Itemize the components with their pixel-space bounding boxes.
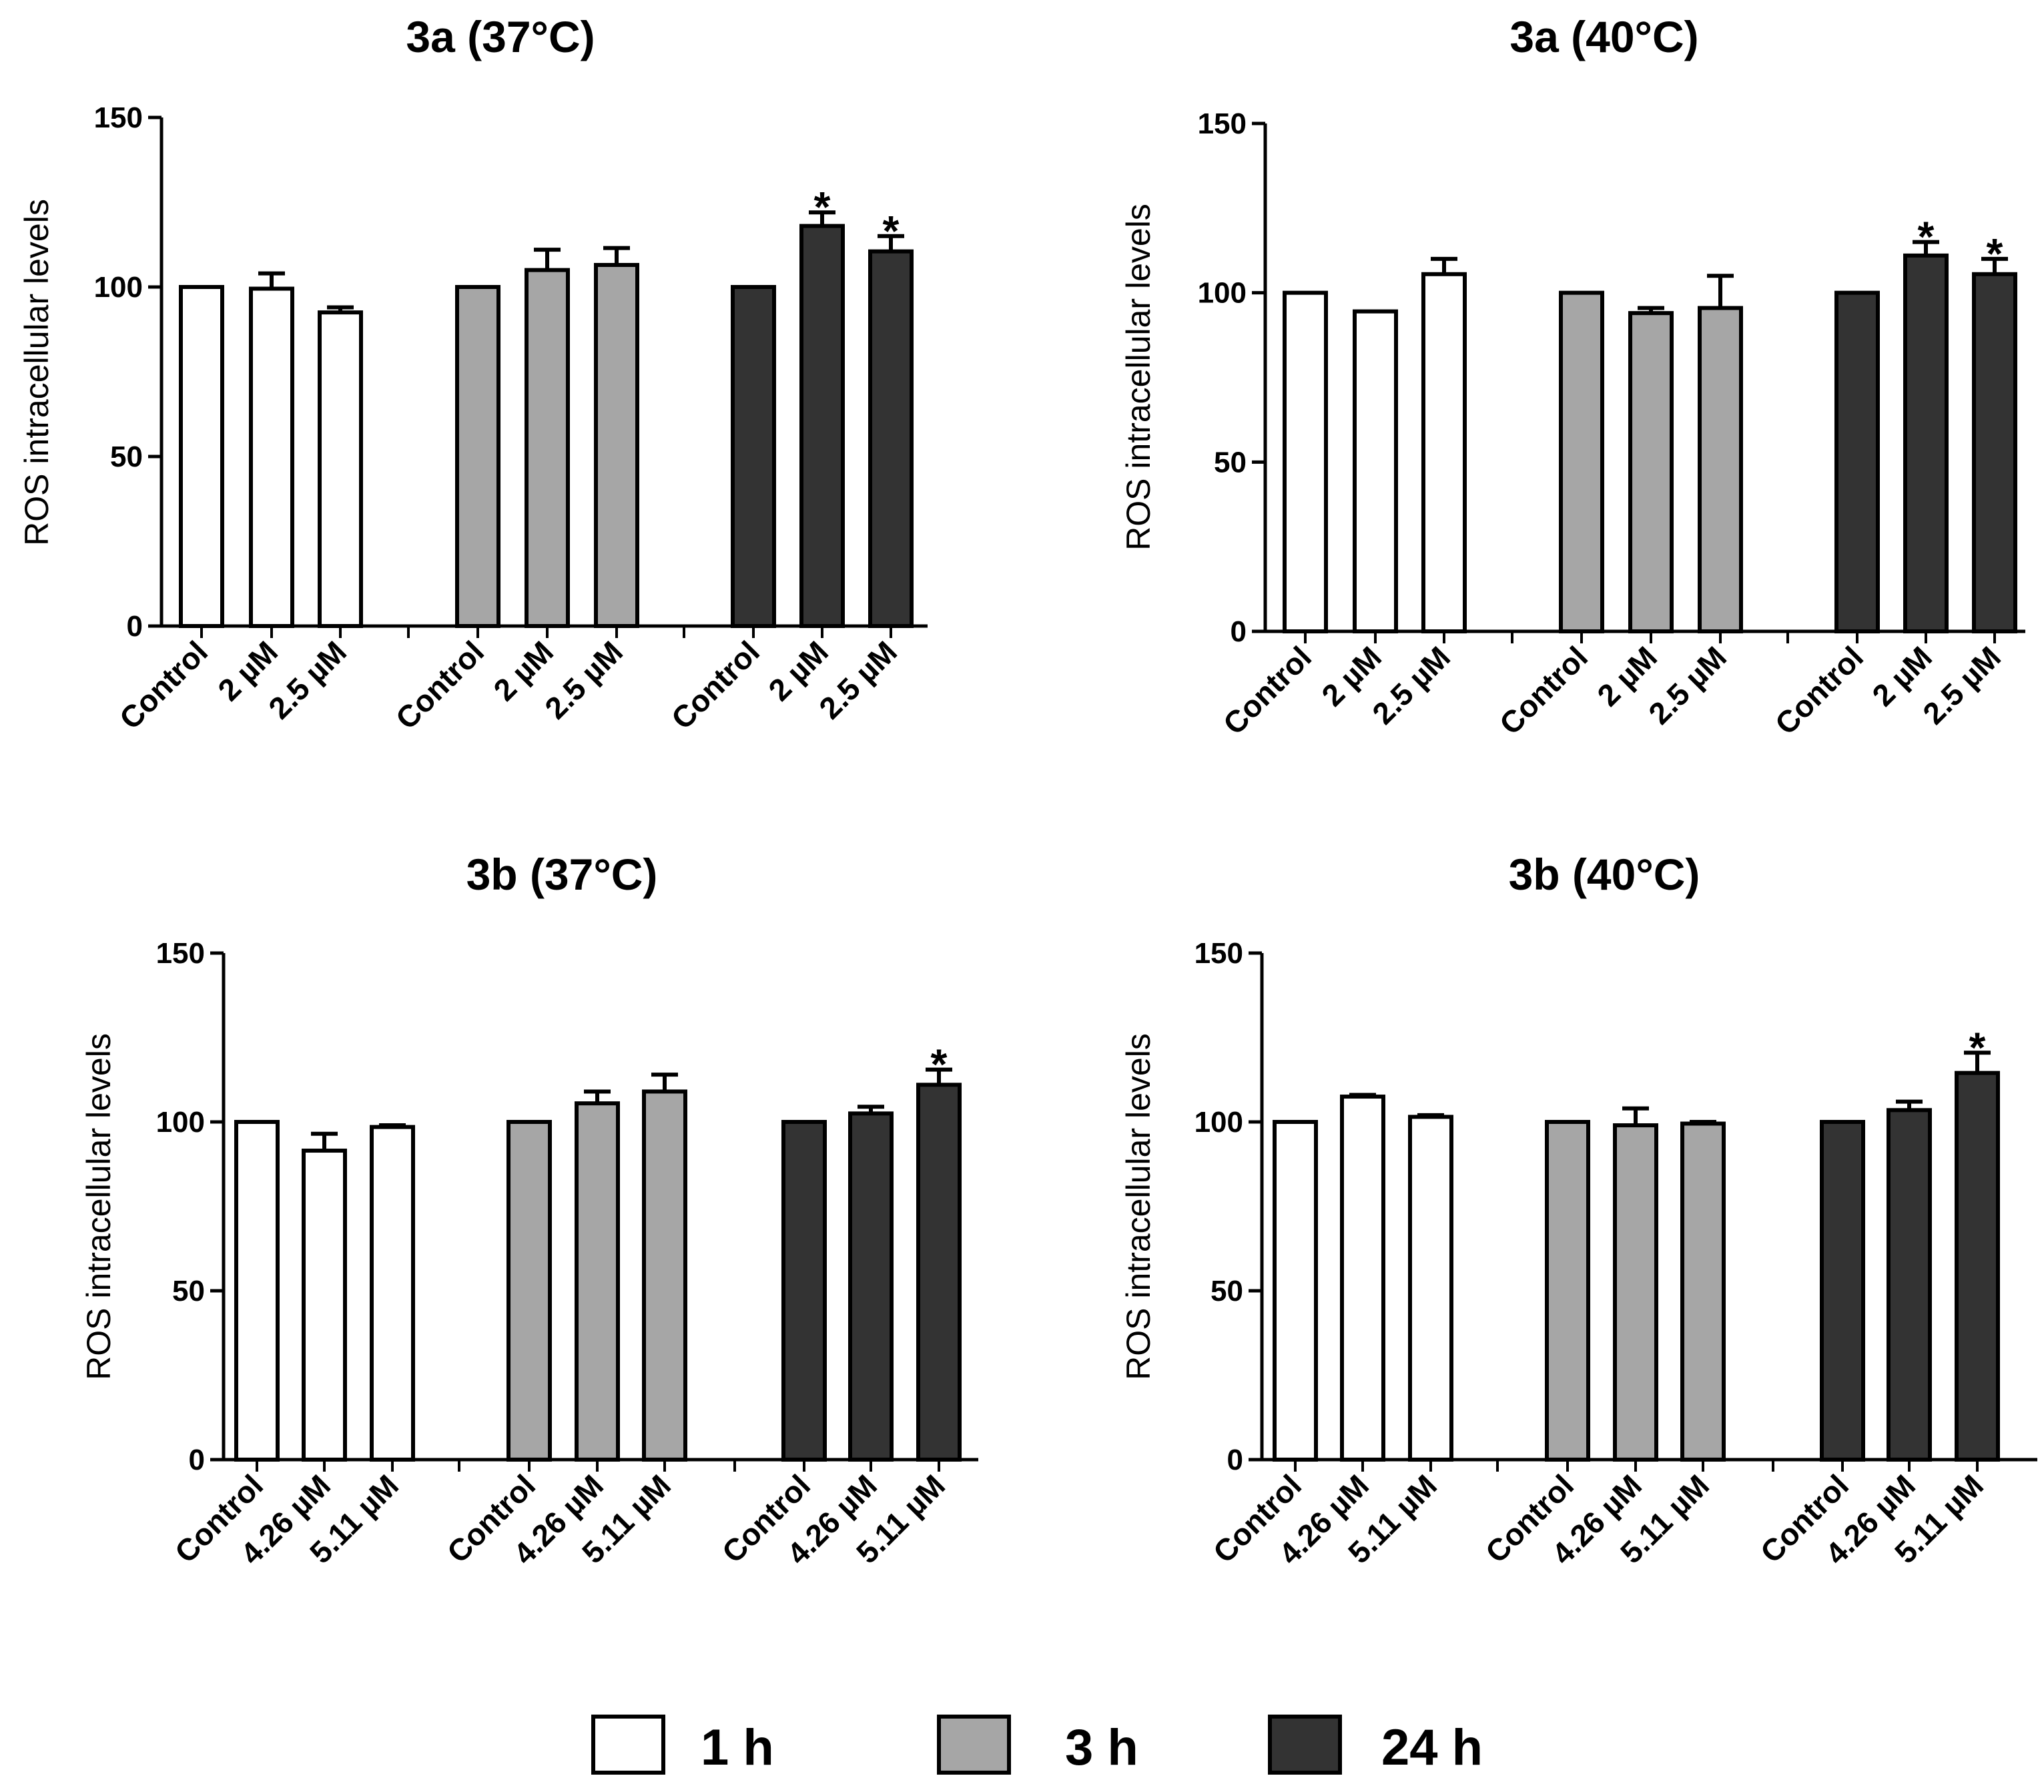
chart-panel-2: 3a (40°C) ROS intracellular levels 0 50 100 1… bbox=[1120, 12, 2025, 741]
legend-swatch-24h bbox=[1268, 1715, 1342, 1775]
y-tick-label: 100 bbox=[1195, 1106, 1243, 1139]
legend-swatch-3h bbox=[937, 1715, 1011, 1775]
legend-swatch-1h bbox=[591, 1715, 665, 1775]
bar bbox=[1698, 306, 1743, 633]
y-tick-label: 150 bbox=[1198, 107, 1247, 140]
y-tick-label: 100 bbox=[156, 1106, 205, 1139]
bar bbox=[1887, 1108, 1932, 1462]
y-tick-label: 50 bbox=[1211, 1275, 1243, 1307]
bar bbox=[642, 1089, 687, 1462]
x-tick-label: Control bbox=[1217, 639, 1318, 741]
x-tick-label: 2.5 µM bbox=[1365, 639, 1457, 731]
bar bbox=[1340, 1095, 1385, 1462]
bar bbox=[1545, 1120, 1590, 1462]
y-tick-label: 50 bbox=[172, 1275, 205, 1307]
y-tick-label: 0 bbox=[1231, 615, 1247, 648]
y-tick-label: 100 bbox=[1198, 277, 1247, 310]
x-tick-label: 2.5 µM bbox=[1916, 639, 2007, 731]
chart-panel-3: 3b (37°C) ROS intracellular levels 0 50 100 1… bbox=[80, 850, 978, 1571]
x-tick-label: 2.5 µM bbox=[262, 634, 353, 725]
x-tick-label: Control bbox=[113, 634, 214, 735]
bar bbox=[318, 310, 363, 628]
legend-label-24h: 24 h bbox=[1381, 1719, 1483, 1776]
legend-label-1h: 1 h bbox=[701, 1719, 774, 1776]
bar bbox=[575, 1101, 620, 1462]
y-tick-label: 50 bbox=[110, 440, 143, 473]
bar bbox=[455, 285, 500, 628]
chart-panel-1: 3a (37°C) ROS intracellular levels 0 50 100 1… bbox=[18, 12, 928, 736]
significance-marker: * bbox=[1987, 230, 2003, 278]
x-tick-label: 2.5 µM bbox=[812, 634, 904, 725]
bar bbox=[1421, 272, 1467, 634]
chart-title: 3a (40°C) bbox=[1509, 12, 1698, 61]
bar bbox=[1955, 1071, 2000, 1462]
significance-marker: * bbox=[931, 1040, 948, 1089]
bar bbox=[1408, 1115, 1453, 1462]
y-axis-label: ROS intracellular levels bbox=[18, 199, 55, 546]
bar bbox=[1903, 253, 1949, 633]
significance-marker: * bbox=[814, 183, 831, 231]
significance-marker: * bbox=[1918, 213, 1935, 261]
bar bbox=[868, 249, 914, 629]
bar bbox=[302, 1149, 347, 1462]
bar bbox=[249, 286, 294, 628]
bar bbox=[594, 262, 639, 629]
legend: 1 h 3 h 24 h bbox=[591, 1715, 1483, 1776]
bar bbox=[848, 1111, 894, 1462]
y-tick-label: 0 bbox=[189, 1444, 205, 1476]
chart-title: 3a (37°C) bbox=[406, 12, 595, 61]
bar bbox=[1972, 272, 2017, 634]
bar bbox=[1613, 1123, 1658, 1462]
bar bbox=[506, 1120, 552, 1462]
bar bbox=[234, 1120, 280, 1462]
bar bbox=[799, 224, 845, 628]
bar bbox=[1283, 290, 1328, 633]
y-axis-label: ROS intracellular levels bbox=[80, 1033, 117, 1380]
x-tick-label: Control bbox=[1493, 639, 1594, 741]
y-tick-label: 150 bbox=[156, 937, 205, 970]
bar bbox=[1273, 1120, 1318, 1462]
bar bbox=[1680, 1121, 1726, 1462]
y-tick-label: 50 bbox=[1214, 446, 1247, 479]
y-axis-label: ROS intracellular levels bbox=[1120, 204, 1157, 551]
bar bbox=[1820, 1120, 1865, 1462]
bar bbox=[1559, 290, 1604, 633]
significance-marker: * bbox=[883, 207, 900, 255]
chart-title: 3b (37°C) bbox=[466, 850, 658, 899]
y-tick-label: 100 bbox=[94, 271, 143, 304]
chart-panel-4: 3b (40°C) ROS intracellular levels 0 50 100 1… bbox=[1120, 850, 2037, 1571]
x-tick-label: Control bbox=[389, 634, 490, 735]
y-tick-label: 150 bbox=[94, 101, 143, 134]
y-tick-label: 0 bbox=[1227, 1444, 1243, 1476]
bar bbox=[731, 285, 776, 628]
bar bbox=[179, 285, 224, 628]
bar bbox=[916, 1083, 962, 1462]
x-tick-label: 2.5 µM bbox=[538, 634, 629, 725]
significance-marker: * bbox=[1969, 1023, 1986, 1071]
bar bbox=[781, 1120, 827, 1462]
y-axis-label: ROS intracellular levels bbox=[1120, 1033, 1157, 1380]
bar bbox=[1834, 290, 1880, 633]
bar bbox=[370, 1125, 415, 1462]
chart-title: 3b (40°C) bbox=[1509, 850, 1700, 899]
x-tick-label: Control bbox=[1768, 639, 1870, 741]
x-tick-label: 2.5 µM bbox=[1642, 639, 1733, 731]
bar bbox=[1353, 309, 1398, 633]
y-tick-label: 150 bbox=[1195, 937, 1243, 970]
bar bbox=[1628, 311, 1674, 633]
legend-label-3h: 3 h bbox=[1065, 1719, 1138, 1776]
y-tick-label: 0 bbox=[127, 610, 143, 643]
x-tick-label: Control bbox=[665, 634, 766, 735]
bar bbox=[525, 268, 570, 629]
